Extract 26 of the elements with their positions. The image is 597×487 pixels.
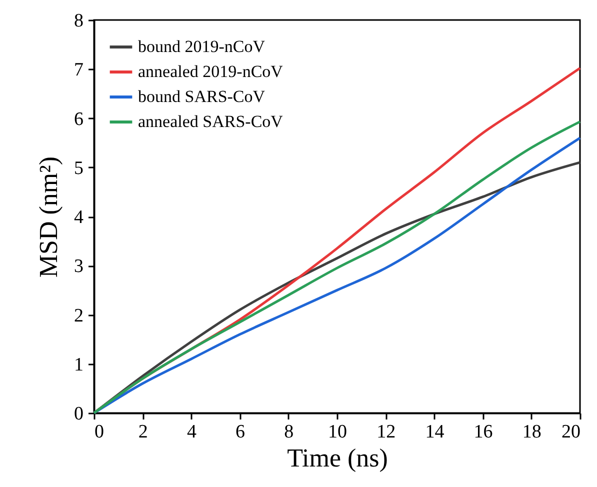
y-tick-label: 1 xyxy=(74,354,84,376)
y-tick-label: 6 xyxy=(74,108,84,130)
legend-label: annealed 2019-nCoV xyxy=(138,62,284,81)
y-tick-label: 3 xyxy=(74,256,84,278)
y-tick-label: 5 xyxy=(74,158,84,179)
x-tick-label: 4 xyxy=(186,422,197,442)
x-tick-label: 20 xyxy=(562,422,580,442)
y-tick-label: 8 xyxy=(74,10,84,32)
x-tick-label: 16 xyxy=(474,422,493,442)
legend-label: bound SARS-CoV xyxy=(138,87,266,106)
x-tick-label: 6 xyxy=(236,422,246,442)
x-tick-label: 2 xyxy=(138,422,148,442)
legend-label: bound 2019-nCoV xyxy=(138,37,266,56)
y-axis-title: MSD (nm²) xyxy=(34,156,63,278)
x-tick-label: 18 xyxy=(522,422,542,442)
x-tick-label: 8 xyxy=(284,422,294,442)
legend-label: annealed SARS-CoV xyxy=(138,112,284,131)
x-tick-label: 12 xyxy=(376,422,396,442)
x-tick-label: 0 xyxy=(94,422,104,442)
y-tick-label: 4 xyxy=(74,207,84,228)
x-tick-label: 14 xyxy=(425,422,445,442)
x-axis-title: Time (ns) xyxy=(287,444,388,472)
y-tick-label: 7 xyxy=(74,60,84,81)
x-tick-label: 10 xyxy=(328,422,347,442)
y-tick-label: 0 xyxy=(74,404,84,424)
y-tick-label: 2 xyxy=(74,305,84,326)
